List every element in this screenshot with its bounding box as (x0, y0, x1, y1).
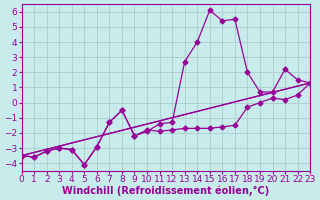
X-axis label: Windchill (Refroidissement éolien,°C): Windchill (Refroidissement éolien,°C) (62, 185, 269, 196)
